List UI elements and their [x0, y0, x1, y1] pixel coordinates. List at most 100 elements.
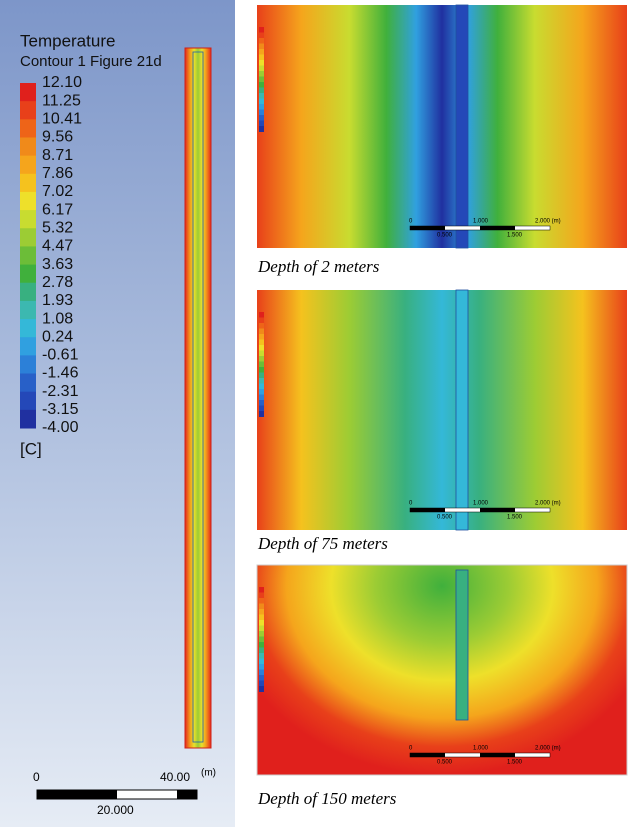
contour-panel: [257, 5, 627, 248]
mini-legend-swatch: [259, 76, 264, 83]
legend-subtitle: Contour 1 Figure 21d: [20, 53, 162, 70]
scale-unit: (m): [201, 768, 216, 779]
scale-end: 40.00: [160, 770, 190, 784]
mini-legend-swatch: [259, 345, 264, 351]
mini-legend-swatch: [259, 104, 264, 110]
mini-legend-swatch: [259, 642, 264, 648]
mini-legend-swatch: [259, 400, 264, 406]
legend-level: 1.08: [42, 310, 73, 327]
legend-level: 3.63: [42, 256, 73, 273]
mini-legend-swatch: [259, 592, 264, 599]
mini-legend-swatch: [259, 334, 264, 340]
mini-legend-swatch: [259, 658, 264, 665]
mini-scale-label: 1.000: [473, 219, 489, 225]
legend-swatch: [20, 373, 36, 393]
contour-panel: [257, 565, 627, 775]
scale-bar-segment: [177, 790, 197, 799]
mini-legend-swatch: [259, 312, 264, 318]
mini-legend-swatch: [259, 587, 264, 593]
mini-legend-swatch: [259, 49, 264, 55]
legend-swatch: [20, 137, 36, 157]
mini-legend-swatch: [259, 54, 264, 61]
mini-legend-swatch: [259, 43, 264, 50]
mini-legend-swatch: [259, 27, 264, 33]
legend-level: 6.17: [42, 201, 73, 218]
mini-legend-swatch: [259, 115, 264, 121]
mini-scale-segment: [480, 226, 515, 230]
mini-legend-swatch: [259, 647, 264, 654]
well-contour: [184, 47, 212, 749]
mini-legend-swatch: [259, 394, 264, 401]
mini-legend-swatch: [259, 339, 264, 346]
mini-scale-segment: [410, 508, 445, 512]
mini-scale-label: 1.000: [473, 501, 489, 507]
mini-legend-swatch: [259, 317, 264, 324]
mini-legend-swatch: [259, 598, 264, 604]
legend-level: 5.32: [42, 219, 73, 236]
legend-swatch: [20, 155, 36, 175]
mini-legend-swatch: [259, 356, 264, 362]
legend-swatch: [20, 173, 36, 193]
legend-level: -1.46: [42, 365, 79, 382]
mini-legend-swatch: [259, 631, 264, 637]
panel-caption: Depth of 2 meters: [257, 257, 380, 276]
legend-level: -4.00: [42, 419, 79, 436]
mini-legend-swatch: [259, 383, 264, 390]
mini-legend-swatch: [259, 98, 264, 105]
legend-swatch: [20, 246, 36, 266]
legend-level: 12.10: [42, 74, 82, 91]
mini-legend-swatch: [259, 389, 264, 395]
mini-scale-segment: [480, 508, 515, 512]
mini-scale-label: 1.500: [507, 760, 523, 766]
pipe: [455, 4, 469, 249]
mini-legend-swatch: [259, 620, 264, 626]
legend-swatch: [20, 228, 36, 247]
mini-legend-swatch: [259, 109, 264, 116]
legend-level: 10.41: [42, 111, 82, 128]
mini-legend-swatch: [259, 361, 264, 368]
mini-legend-swatch: [259, 350, 264, 357]
mini-legend-swatch: [259, 328, 264, 335]
legend-level: -0.61: [42, 347, 79, 364]
mini-scale-label: 0.500: [437, 760, 453, 766]
mini-scale-label: 2.000 (m): [535, 219, 561, 225]
mini-legend-swatch: [259, 378, 264, 384]
mini-legend-swatch: [259, 680, 264, 687]
legend-swatch: [20, 337, 36, 356]
mini-legend-swatch: [259, 614, 264, 621]
legend-level: -3.15: [42, 401, 79, 418]
mini-legend-swatch: [259, 87, 264, 94]
mini-legend-swatch: [259, 625, 264, 632]
legend-level: -2.31: [42, 383, 79, 400]
legend-unit: [C]: [20, 439, 42, 458]
mini-legend-swatch: [259, 405, 264, 412]
mini-legend-swatch: [259, 603, 264, 610]
scale-bar-segment: [37, 790, 117, 799]
legend-swatch: [20, 83, 36, 102]
mini-scale-segment: [410, 226, 445, 230]
mini-scale-label: 1.000: [473, 746, 489, 752]
legend-level: 11.25: [42, 92, 81, 109]
mini-scale-label: 1.500: [507, 515, 523, 521]
legend-swatch: [20, 409, 36, 429]
legend-level: 2.78: [42, 274, 73, 291]
mini-legend-swatch: [259, 120, 264, 127]
scale-mid: 20.000: [97, 803, 134, 817]
scale-start: 0: [33, 770, 40, 784]
legend-swatch: [20, 282, 36, 302]
mini-scale-segment: [410, 753, 445, 757]
mini-scale-label: 2.000 (m): [535, 501, 561, 507]
mini-legend-swatch: [259, 126, 264, 132]
mini-legend-swatch: [259, 411, 264, 417]
mini-scale-label: 0: [409, 219, 413, 225]
legend-swatch: [20, 191, 36, 211]
mini-legend-swatch: [259, 686, 264, 692]
legend-swatch: [20, 300, 36, 320]
mini-legend-swatch: [259, 32, 264, 39]
legend-level: 8.71: [42, 147, 73, 164]
mini-legend-swatch: [259, 93, 264, 99]
legend-swatch: [20, 264, 36, 284]
mini-legend-swatch: [259, 669, 264, 676]
